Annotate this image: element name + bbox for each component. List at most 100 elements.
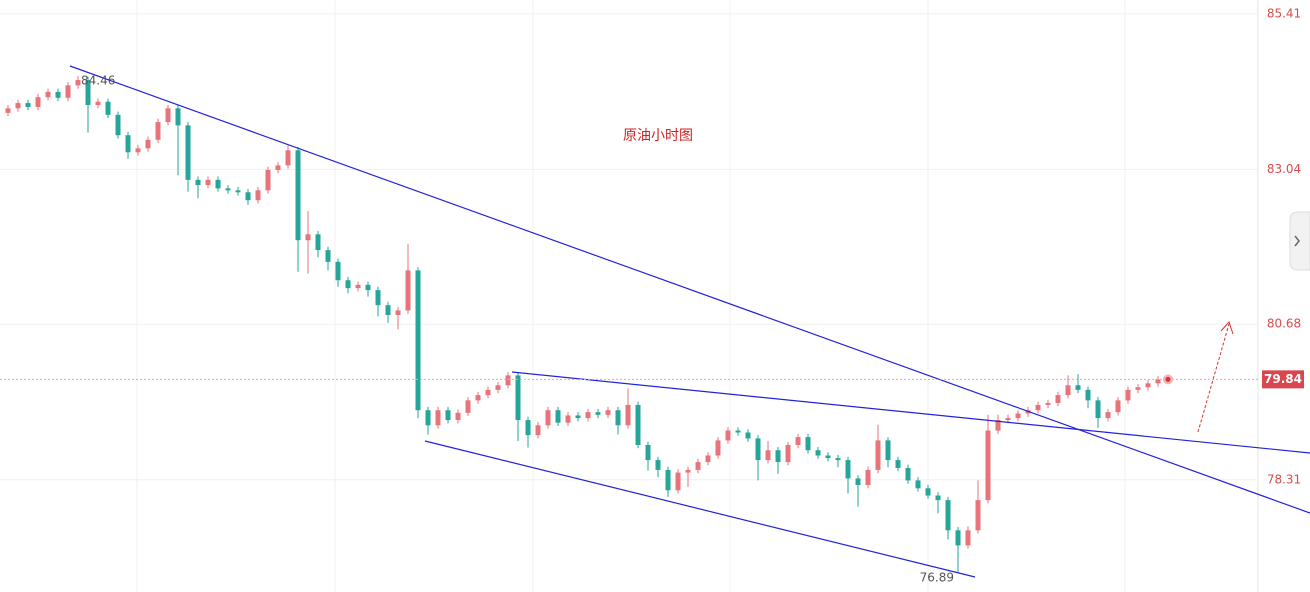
candle-body — [225, 188, 231, 191]
candle-body — [685, 469, 691, 473]
candle-body — [15, 103, 21, 109]
collapse-button[interactable] — [1289, 211, 1310, 271]
candle-body — [115, 114, 121, 136]
candle-body — [585, 412, 591, 419]
arrow-head — [1220, 321, 1234, 335]
candle-body — [315, 234, 321, 251]
candle-body — [385, 305, 391, 316]
candle-body — [665, 469, 671, 491]
candle-body — [705, 455, 711, 463]
candle-body — [65, 85, 71, 98]
candle-body — [435, 410, 441, 426]
candle-body — [885, 440, 891, 461]
candle-body — [1035, 404, 1041, 411]
candle-body — [1065, 385, 1071, 396]
candle-body — [495, 385, 501, 390]
y-tick-label: 78.31 — [1267, 472, 1301, 486]
min-label: 76.89 — [920, 570, 954, 584]
candle-body — [35, 97, 41, 107]
candle-body — [805, 437, 811, 451]
candle-body — [955, 530, 961, 546]
candle-body — [1005, 418, 1011, 421]
forecast-arrow — [1197, 321, 1234, 433]
candle-body — [305, 234, 311, 241]
candle-body — [755, 438, 761, 461]
candle-body — [925, 488, 931, 496]
candle-body — [455, 412, 461, 421]
candle-body — [255, 190, 261, 201]
vertical-grid — [136, 0, 1126, 592]
candle-body — [515, 375, 521, 421]
candle-body — [985, 430, 991, 501]
candle-body — [45, 91, 51, 98]
candle-body — [995, 420, 1001, 431]
candle-body — [245, 192, 251, 201]
candle-body — [475, 395, 481, 401]
candle-body — [335, 261, 341, 281]
candle-body — [555, 410, 561, 423]
candle-body — [905, 467, 911, 481]
candle-body — [95, 101, 101, 106]
candle-body — [1145, 383, 1151, 388]
candle-body — [355, 284, 361, 289]
trend-line — [69, 65, 1310, 514]
candle-body — [845, 460, 851, 479]
candle-body — [1135, 387, 1141, 390]
candle-body — [185, 125, 191, 180]
marks — [0, 13, 1258, 573]
trend-line — [511, 371, 1310, 454]
candle-body — [625, 404, 631, 426]
candle-body — [175, 108, 181, 126]
candle-body — [505, 375, 511, 386]
price-tag-label: 79.84 — [1264, 372, 1302, 386]
y-tick-label: 83.04 — [1267, 162, 1301, 176]
y-tick-label: 80.68 — [1267, 317, 1301, 331]
candle-body — [345, 280, 351, 289]
candle-body — [965, 530, 971, 546]
candle-body — [85, 80, 91, 106]
y-tick-label: 85.41 — [1267, 6, 1301, 20]
candle-body — [415, 270, 421, 411]
candle-body — [795, 437, 801, 445]
candle-body — [865, 469, 871, 486]
candle-body — [55, 91, 61, 98]
candle-body — [775, 450, 781, 463]
candle-body — [785, 444, 791, 463]
candle-body — [405, 270, 411, 311]
collapse-icon — [1294, 235, 1300, 247]
candle-body — [125, 135, 131, 153]
candle-body — [275, 165, 281, 170]
candle-body — [975, 500, 981, 531]
candle-body — [735, 430, 741, 433]
candle-body — [655, 460, 661, 470]
candle-body — [1125, 389, 1131, 401]
price-tag — [1262, 370, 1304, 389]
candle-body — [1015, 413, 1021, 419]
candle-body — [5, 108, 11, 113]
candle-body — [1085, 389, 1091, 401]
candle-body — [675, 472, 681, 491]
trend-lines — [69, 65, 1310, 578]
candle-body — [285, 150, 291, 166]
candle-body — [265, 169, 271, 191]
collapse-tab[interactable] — [1289, 211, 1310, 271]
candle-body — [545, 410, 551, 426]
candle-body — [765, 450, 771, 461]
chart-title: 原油小时图 — [623, 128, 693, 144]
price-dot — [1165, 376, 1171, 382]
candle-body — [915, 480, 921, 489]
candle-body — [605, 410, 611, 415]
candle-body — [725, 430, 731, 441]
candle-body — [645, 444, 651, 461]
candle-body — [445, 410, 451, 421]
arrow-shaft — [1197, 323, 1230, 433]
candle-body — [1115, 400, 1121, 413]
candle-body — [155, 122, 161, 140]
max-label: 84.46 — [81, 74, 115, 88]
candle-body — [825, 455, 831, 459]
candle-body — [1095, 400, 1101, 419]
trend-line — [424, 440, 976, 578]
candle-body — [635, 404, 641, 445]
candle-body — [525, 420, 531, 436]
candle-body — [595, 412, 601, 415]
